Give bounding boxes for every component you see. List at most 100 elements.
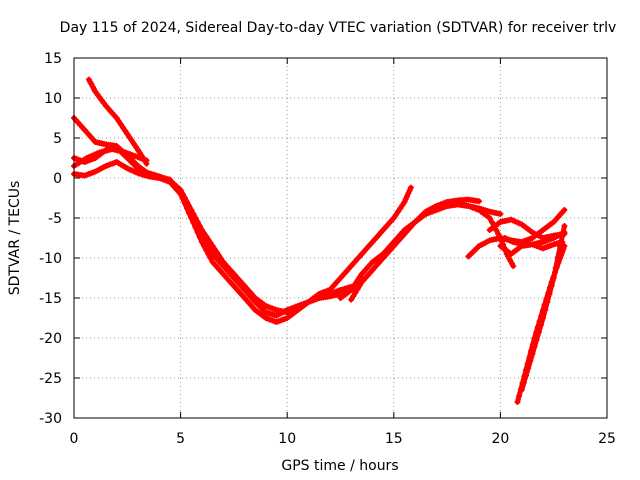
- data-point: [196, 223, 203, 229]
- y-tick-label: -5: [48, 211, 62, 227]
- data-point: [497, 211, 504, 217]
- data-point: [124, 131, 131, 137]
- data-point: [354, 277, 361, 284]
- x-tick-label: 25: [598, 431, 616, 447]
- data-point: [120, 124, 126, 131]
- data-series: [71, 76, 568, 405]
- y-tick-label: 15: [44, 51, 62, 67]
- data-point: [348, 287, 355, 293]
- data-point: [525, 365, 532, 372]
- data-point: [213, 249, 220, 256]
- data-point: [198, 239, 205, 245]
- data-point: [352, 280, 359, 287]
- data-point: [350, 283, 357, 290]
- series-arc-1: [71, 159, 355, 319]
- series-arc-5: [71, 146, 150, 169]
- data-point: [397, 205, 404, 212]
- data-point: [356, 282, 363, 289]
- data-point: [115, 118, 122, 125]
- data-point: [205, 236, 212, 243]
- y-axis-label: SDTVAR / TECUs: [7, 181, 23, 296]
- data-point: [348, 296, 355, 303]
- data-point: [516, 392, 523, 399]
- data-point: [117, 121, 124, 128]
- data-point: [548, 283, 555, 289]
- y-tick-label: 5: [53, 131, 62, 147]
- chart-title: Day 115 of 2024, Sidereal Day-to-day VTE…: [60, 20, 617, 36]
- data-point: [356, 274, 363, 281]
- series-arc-2: [71, 144, 355, 316]
- data-point: [181, 200, 188, 207]
- data-point: [401, 199, 408, 205]
- data-point: [177, 191, 184, 197]
- y-tick-label: -20: [39, 331, 62, 347]
- data-point: [399, 202, 406, 209]
- series-arc-6: [305, 184, 414, 305]
- data-point: [113, 115, 120, 121]
- data-point: [184, 205, 190, 212]
- y-tick-label: -30: [39, 411, 62, 427]
- data-point: [190, 219, 197, 226]
- x-tick-label: 5: [176, 431, 185, 447]
- x-tick-label: 15: [385, 431, 403, 447]
- data-point: [531, 343, 538, 350]
- data-point: [514, 399, 521, 405]
- y-tick-label: 10: [44, 91, 62, 107]
- data-point: [207, 239, 214, 246]
- data-point: [546, 291, 553, 297]
- data-point: [128, 137, 135, 144]
- axis-ticks: 0 5 10 15 20 25 15 10 5 0 -5 -10 -15 -20 -25 -30: [39, 51, 616, 447]
- data-point: [192, 224, 199, 231]
- data-point: [488, 219, 495, 225]
- data-point: [201, 230, 208, 237]
- series-trace: [71, 145, 354, 315]
- data-point: [520, 379, 527, 386]
- data-point: [130, 140, 137, 147]
- data-point: [518, 387, 525, 393]
- data-point: [561, 223, 568, 229]
- data-point: [196, 234, 203, 241]
- data-point: [186, 210, 193, 217]
- data-point: [529, 351, 536, 357]
- data-point: [203, 247, 210, 253]
- data-point: [198, 227, 205, 233]
- x-tick-label: 20: [491, 431, 509, 447]
- y-tick-label: 0: [53, 171, 62, 187]
- data-point: [203, 233, 210, 240]
- data-point: [561, 207, 568, 213]
- data-point: [527, 358, 534, 365]
- series-arc-15: [518, 223, 568, 393]
- data-point: [552, 264, 559, 271]
- data-point: [407, 184, 414, 191]
- series-arc-9: [422, 201, 517, 269]
- series-trace: [348, 197, 482, 303]
- data-point: [510, 263, 517, 269]
- data-point: [201, 243, 208, 249]
- data-point: [188, 215, 195, 221]
- data-point: [205, 251, 212, 257]
- data-point: [179, 195, 186, 202]
- x-tick-label: 10: [278, 431, 296, 447]
- data-point: [216, 252, 222, 259]
- data-point: [392, 211, 399, 218]
- data-point: [544, 299, 551, 305]
- data-point: [537, 322, 544, 329]
- x-axis-label: GPS time / hours: [281, 458, 398, 474]
- y-tick-label: -10: [39, 251, 62, 267]
- data-point: [211, 246, 218, 253]
- x-tick-label: 0: [70, 431, 79, 447]
- series-arc-4: [85, 76, 150, 167]
- data-point: [209, 243, 216, 249]
- data-point: [533, 336, 540, 343]
- data-point: [132, 143, 139, 150]
- data-point: [542, 307, 549, 313]
- y-tick-label: -15: [39, 291, 62, 307]
- data-point: [486, 215, 493, 221]
- data-point: [122, 127, 129, 134]
- data-point: [207, 255, 214, 261]
- data-point: [523, 372, 529, 379]
- data-point: [194, 229, 201, 236]
- data-point: [352, 289, 359, 296]
- data-point: [395, 208, 402, 215]
